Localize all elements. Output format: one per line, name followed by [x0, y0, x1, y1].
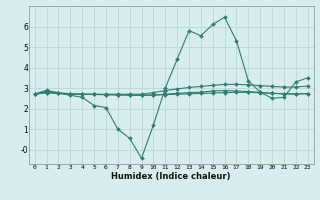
X-axis label: Humidex (Indice chaleur): Humidex (Indice chaleur): [111, 172, 231, 181]
